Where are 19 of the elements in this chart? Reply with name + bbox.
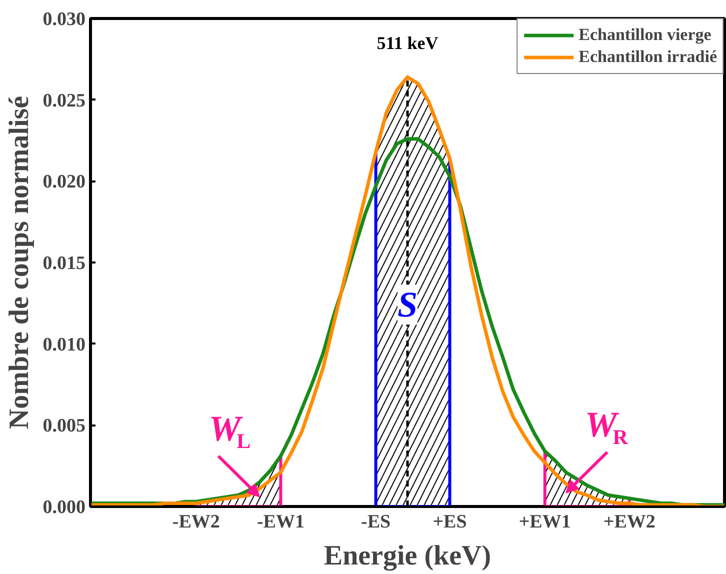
y-tick-label: 0.005: [42, 416, 86, 437]
x-tick-label: -ES: [361, 512, 391, 532]
x-tick-label: +EW1: [518, 512, 571, 532]
y-axis-title: Nombre de coups normalisé: [4, 96, 35, 430]
y-tick-label: 0.020: [42, 172, 86, 193]
y-tick-label: 0.015: [42, 253, 86, 274]
x-axis-title: Energie (keV): [324, 540, 492, 572]
x-tick-label: +EW2: [603, 512, 656, 532]
legend-label: Echantillon vierge: [578, 25, 712, 45]
x-tick-label: -EW1: [256, 512, 304, 532]
series-label: S: [397, 284, 418, 325]
y-tick-label: 0.025: [42, 90, 86, 112]
y-tick-label: 0.010: [42, 334, 86, 356]
legend-label: Echantillon irradié: [578, 47, 717, 67]
x-tick-label: +ES: [432, 512, 467, 532]
annotation: 511 keV: [376, 33, 438, 54]
y-tick-label: 0.030: [42, 9, 86, 30]
y-tick-label: 0.000: [42, 497, 86, 518]
x-tick-label: -EW2: [172, 512, 220, 532]
